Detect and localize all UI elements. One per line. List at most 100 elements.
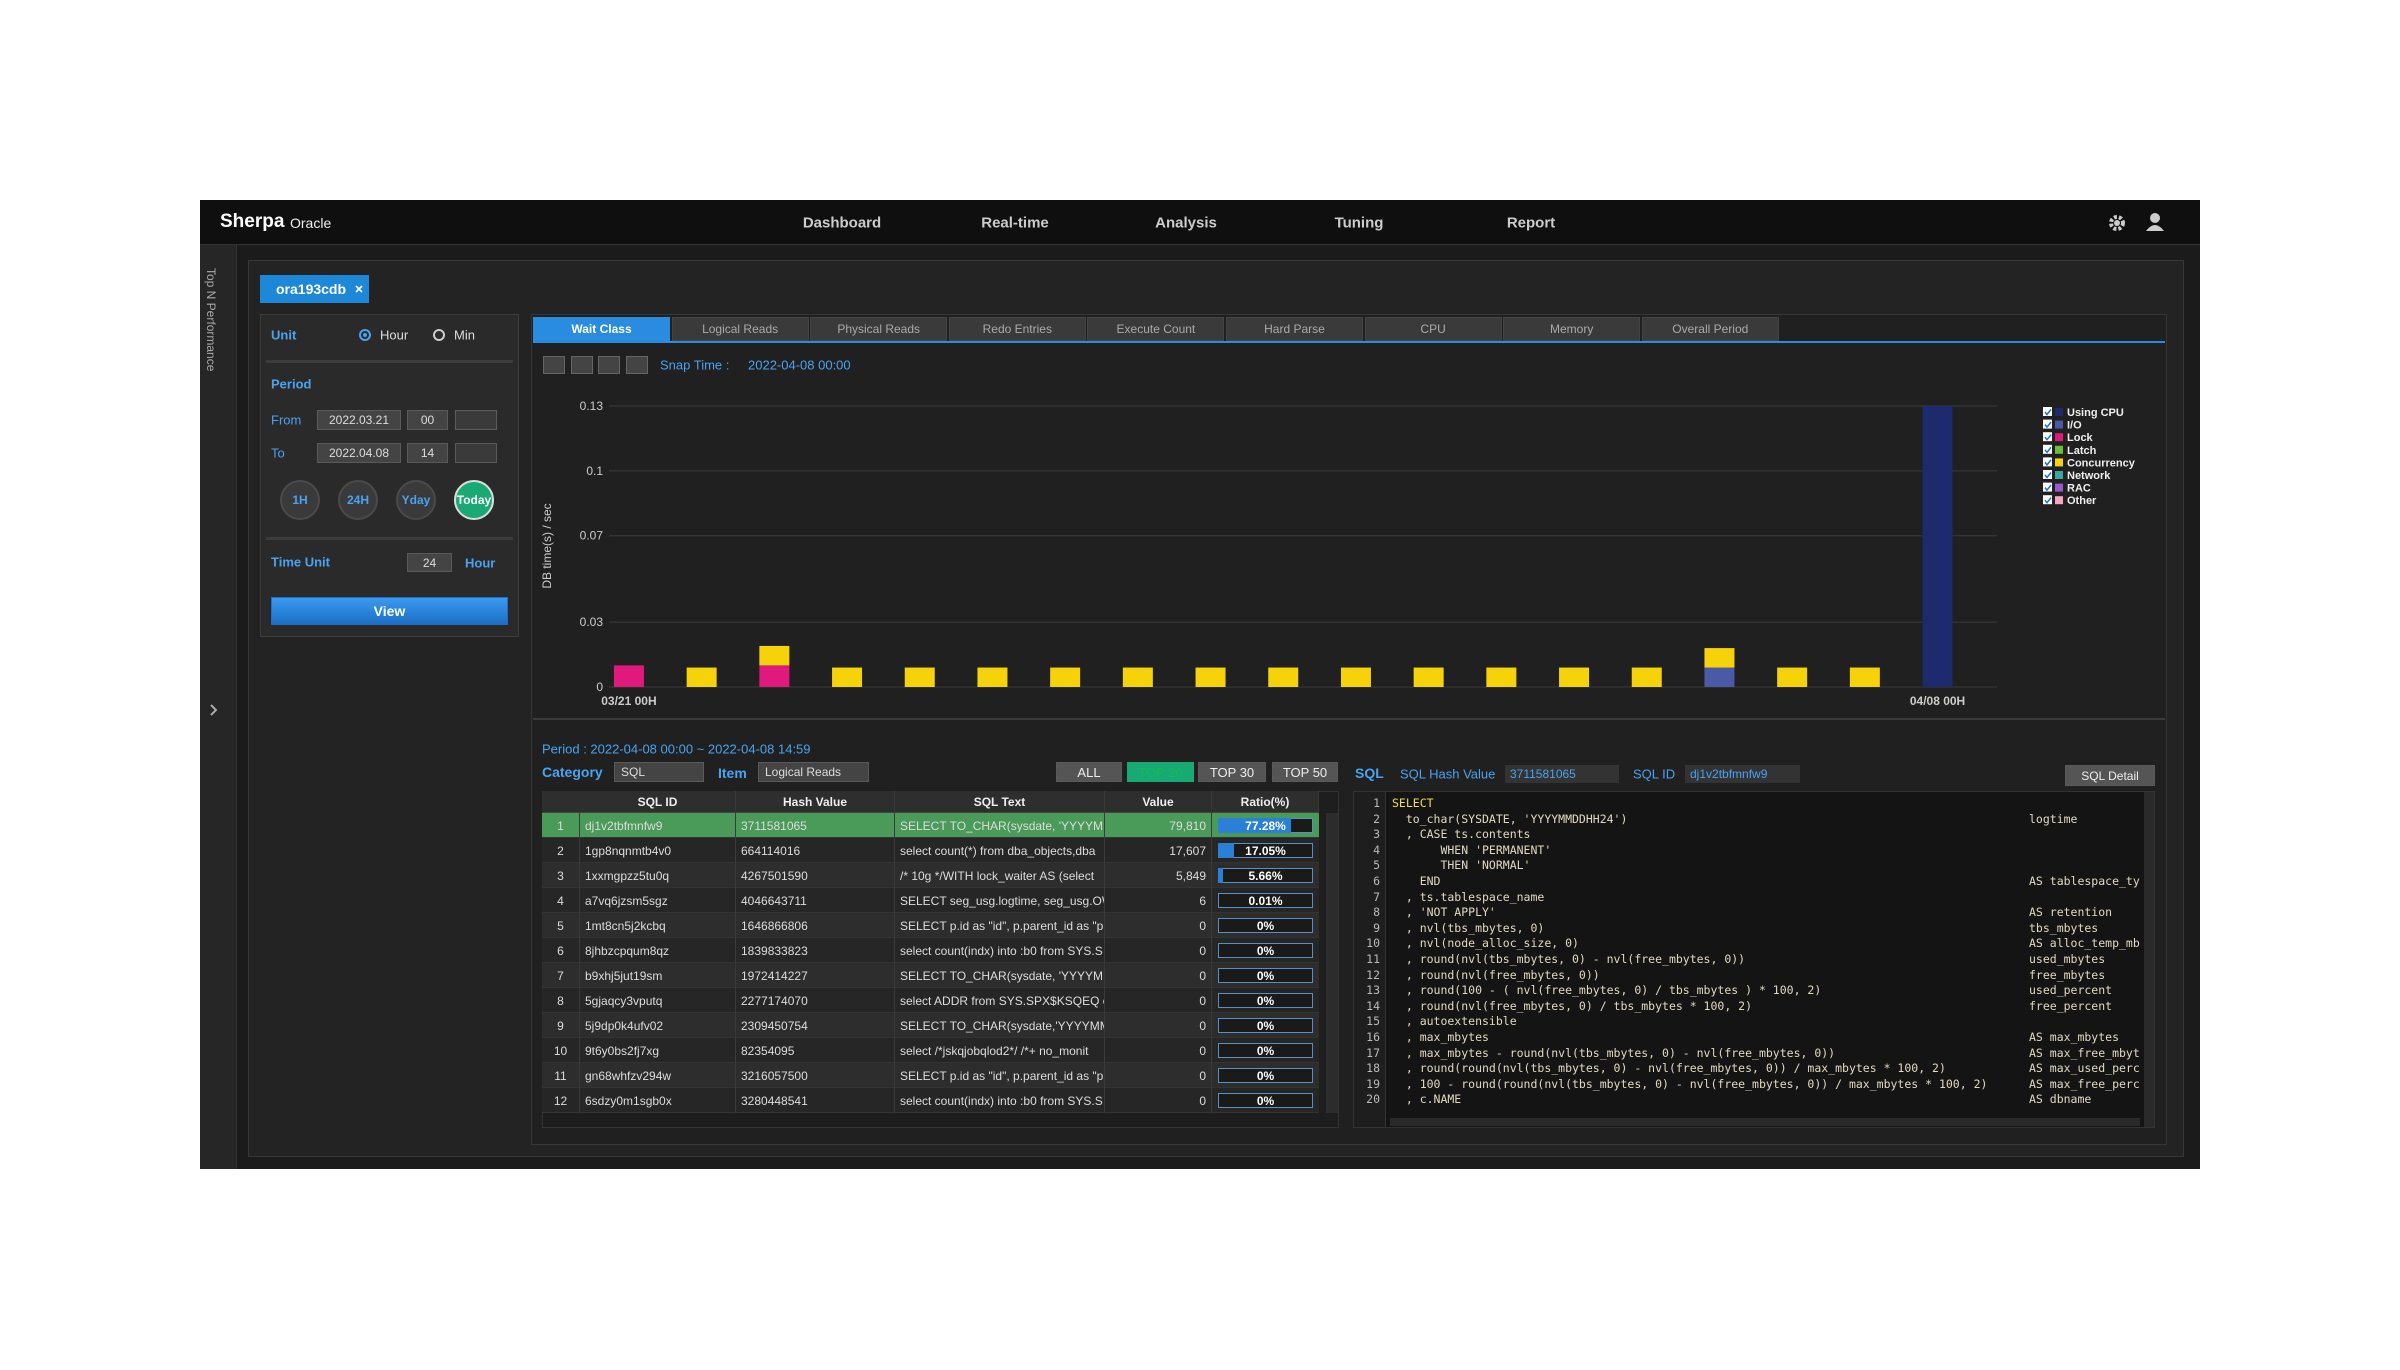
- snap-nav-button[interactable]: [543, 356, 565, 374]
- legend-checkbox[interactable]: [2043, 407, 2052, 416]
- quick-button[interactable]: Yday: [396, 480, 436, 520]
- category-select[interactable]: SQL: [614, 762, 704, 782]
- metric-tab[interactable]: Execute Count: [1087, 317, 1225, 341]
- top-button[interactable]: ALL: [1056, 762, 1122, 782]
- user-icon[interactable]: [2144, 211, 2166, 233]
- legend-label: Concurrency: [2067, 457, 2136, 469]
- sql-text: /* 10g */WITH lock_waiter AS (select: [895, 863, 1105, 888]
- metric-tab[interactable]: Memory: [1503, 317, 1641, 341]
- table-row[interactable]: [542, 1088, 1319, 1113]
- legend-checkbox[interactable]: [2043, 432, 2052, 442]
- from-date[interactable]: 2022.03.21: [317, 410, 401, 430]
- expand-icon[interactable]: [208, 702, 220, 718]
- legend-checkbox[interactable]: [2043, 457, 2052, 467]
- nav-item[interactable]: Dashboard: [802, 214, 882, 232]
- table-row[interactable]: [542, 1063, 1319, 1088]
- legend-label: I/O: [2067, 420, 2082, 432]
- side-tab[interactable]: Top N Performance: [204, 268, 218, 372]
- line-number: 4: [1373, 842, 1380, 857]
- table-row[interactable]: [542, 838, 1319, 863]
- top-button[interactable]: TOP 50: [1272, 762, 1338, 782]
- metric-tab[interactable]: Redo Entries: [948, 317, 1086, 341]
- row-number: 8: [542, 988, 580, 1013]
- row-number: 12: [542, 1088, 580, 1113]
- metric-tab[interactable]: Logical Reads: [671, 317, 809, 341]
- bar-segment: [1413, 667, 1444, 687]
- metric-tab[interactable]: Hard Parse: [1226, 317, 1363, 341]
- table-row[interactable]: [542, 888, 1319, 913]
- table-row[interactable]: [542, 1013, 1319, 1038]
- view-button[interactable]: View: [271, 597, 508, 625]
- sql-text: SELECT p.id as "id", p.parent_id as "p: [895, 1063, 1105, 1088]
- legend-check: [2044, 497, 2052, 504]
- ratio-track: [1218, 918, 1313, 933]
- nav-item[interactable]: Real-time: [981, 214, 1049, 232]
- table-row[interactable]: [542, 863, 1319, 888]
- code-alias: AS max_mbytes: [2029, 1030, 2120, 1044]
- item-select[interactable]: Logical Reads: [758, 762, 869, 782]
- table-row[interactable]: [542, 1038, 1319, 1063]
- to-hour[interactable]: 14: [407, 443, 448, 463]
- ratio-label: 0%: [1256, 918, 1275, 933]
- db-tab-label: ora193cdb: [276, 281, 347, 297]
- code-line: , nvl(tbs_mbytes, 0): [1392, 920, 1545, 935]
- metric-tab[interactable]: Overall Period: [1641, 317, 1779, 341]
- ratio-label: 17.05%: [1245, 843, 1286, 858]
- sql-detail-button[interactable]: SQL Detail: [2065, 765, 2155, 786]
- nav-item[interactable]: Analysis: [1155, 214, 1217, 232]
- radio-min[interactable]: [432, 328, 446, 342]
- legend-swatch: [2055, 471, 2063, 479]
- header-bar: [200, 200, 2200, 245]
- metric-tab[interactable]: Physical Reads: [810, 317, 948, 341]
- from-hour[interactable]: 00: [407, 410, 448, 430]
- sql-id: dj1v2tbfmnfw9: [580, 813, 736, 838]
- hscrollbar[interactable]: [1390, 1118, 2140, 1126]
- category-label: Category: [542, 764, 603, 780]
- bar-segment: [759, 645, 790, 666]
- snap-nav-button[interactable]: [571, 356, 593, 374]
- settings-icon[interactable]: [2105, 211, 2129, 235]
- ratio-bar: [1218, 868, 1224, 883]
- metric-tab[interactable]: CPU: [1364, 317, 1502, 341]
- table-row[interactable]: [542, 988, 1319, 1013]
- close-icon[interactable]: [354, 284, 364, 294]
- snap-nav-button[interactable]: [626, 356, 648, 374]
- ratio-track: [1218, 1043, 1313, 1058]
- quick-button[interactable]: 24H: [338, 480, 378, 520]
- line-number: 12: [1366, 967, 1380, 982]
- table-row[interactable]: [542, 963, 1319, 988]
- table-row[interactable]: [542, 813, 1319, 838]
- legend-checkbox[interactable]: [2043, 470, 2052, 479]
- snap-nav-button[interactable]: [598, 356, 620, 374]
- nav-item[interactable]: Tuning: [1334, 214, 1384, 232]
- column-header: SQL Text: [895, 791, 1105, 813]
- sql-text: select count(indx) into :b0 from SYS.S: [895, 1088, 1105, 1113]
- hash-value: 1839833823: [736, 938, 895, 963]
- legend-swatch: [2055, 458, 2063, 467]
- legend-checkbox[interactable]: [2043, 444, 2052, 454]
- scrollbar[interactable]: [2144, 792, 2154, 1127]
- legend-label: Other: [2067, 495, 2097, 507]
- radio-hour-label: Hour: [380, 327, 409, 343]
- nav-item[interactable]: Report: [1506, 214, 1556, 232]
- table-row[interactable]: [542, 938, 1319, 963]
- legend-checkbox[interactable]: [2043, 419, 2052, 429]
- db-tab[interactable]: [260, 275, 369, 303]
- quick-button[interactable]: Today: [454, 480, 494, 520]
- snap-value: 2022-04-08 00:00: [748, 357, 851, 373]
- table-header: [542, 791, 1319, 813]
- table-row[interactable]: [542, 913, 1319, 938]
- logo[interactable]: Sherpa: [220, 211, 285, 232]
- metric-tab[interactable]: Wait Class: [533, 317, 670, 341]
- time-unit-input[interactable]: 24: [407, 553, 452, 572]
- value: 0: [1105, 1038, 1212, 1063]
- sqlid-label: SQL ID: [1633, 766, 1676, 782]
- top-button[interactable]: TOP 30: [1198, 762, 1266, 782]
- to-date[interactable]: 2022.04.08: [317, 443, 401, 463]
- top-button[interactable]: TOP 20: [1127, 762, 1194, 782]
- legend-checkbox[interactable]: [2043, 495, 2052, 505]
- table-scrollbar[interactable]: [1326, 813, 1338, 1113]
- legend-checkbox[interactable]: [2043, 482, 2052, 492]
- quick-button[interactable]: 1H: [280, 480, 320, 520]
- radio-hour[interactable]: [358, 328, 372, 342]
